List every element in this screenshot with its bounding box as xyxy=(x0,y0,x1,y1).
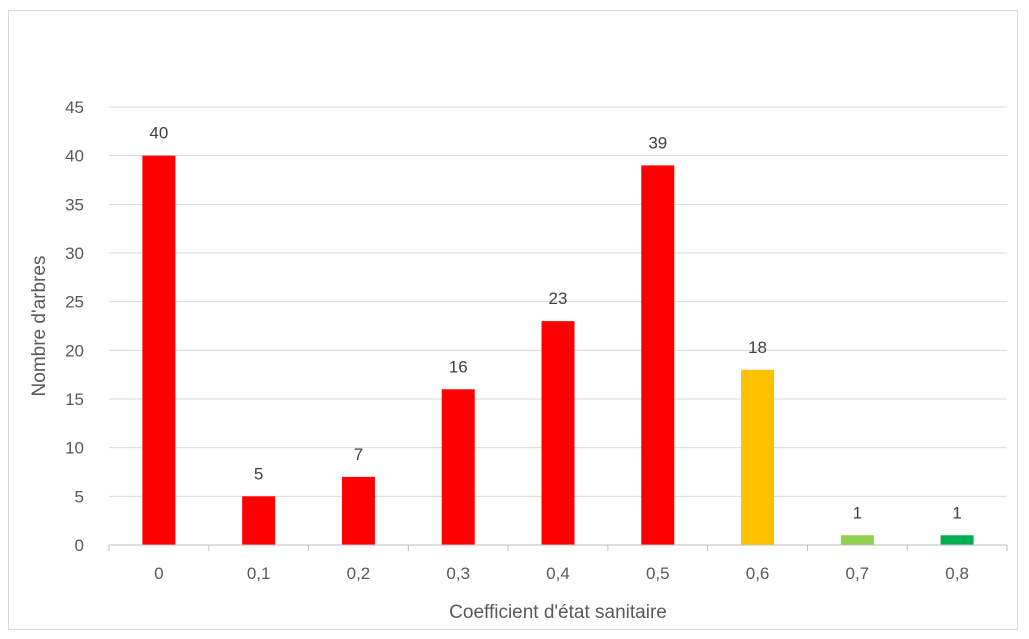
x-tick-label: 0,1 xyxy=(247,564,271,583)
x-tick-label: 0,5 xyxy=(646,564,670,583)
y-tick-label: 10 xyxy=(65,439,84,458)
x-tick-label: 0,8 xyxy=(945,564,969,583)
bar-0,6 xyxy=(741,369,775,545)
y-axis-title: Nombre d'arbres xyxy=(29,256,50,397)
y-tick-label: 30 xyxy=(65,244,84,263)
bar-0,1 xyxy=(242,496,276,545)
bar-0,7 xyxy=(840,535,874,545)
y-tick-label: 5 xyxy=(75,487,84,506)
x-tick-label: 0,7 xyxy=(846,564,870,583)
data-label: 40 xyxy=(149,124,168,143)
x-tick-label: 0,4 xyxy=(546,564,570,583)
y-tick-label: 20 xyxy=(65,341,84,360)
chart-frame xyxy=(8,10,1018,630)
x-axis-ticks: 0 0,1 0,2 0,3 0,4 0,5 0,6 0,7 0,8 xyxy=(108,545,1008,583)
data-label: 18 xyxy=(748,338,767,357)
bar-0,3 xyxy=(441,389,475,545)
y-tick-label: 35 xyxy=(65,195,84,214)
data-label: 1 xyxy=(952,503,961,522)
x-tick-label: 0,3 xyxy=(446,564,470,583)
bar-0,2 xyxy=(341,476,375,545)
data-label: 1 xyxy=(853,503,862,522)
y-tick-label: 15 xyxy=(65,390,84,409)
data-labels: 40 5 7 16 23 39 18 1 1 xyxy=(149,124,961,523)
y-tick-label: 45 xyxy=(65,98,84,117)
bar-0,8 xyxy=(940,535,974,545)
x-tick-label: 0,6 xyxy=(746,564,770,583)
x-axis-title: Coefficient d'état sanitaire xyxy=(449,602,667,623)
y-tick-label: 25 xyxy=(65,293,84,312)
x-tick-label: 0 xyxy=(154,564,163,583)
data-label: 39 xyxy=(648,133,667,152)
y-axis-ticks: 0 5 10 15 20 25 30 35 40 45 xyxy=(65,98,84,555)
data-label: 7 xyxy=(354,445,363,464)
bar-0,4 xyxy=(541,321,575,545)
bar-0,5 xyxy=(641,165,675,545)
y-tick-label: 0 xyxy=(75,536,84,555)
x-tick-label: 0,2 xyxy=(347,564,371,583)
y-tick-label: 40 xyxy=(65,147,84,166)
bar-0 xyxy=(142,155,176,545)
data-label: 16 xyxy=(449,357,468,376)
bars xyxy=(142,155,974,545)
data-label: 5 xyxy=(254,464,263,483)
data-label: 23 xyxy=(549,289,568,308)
